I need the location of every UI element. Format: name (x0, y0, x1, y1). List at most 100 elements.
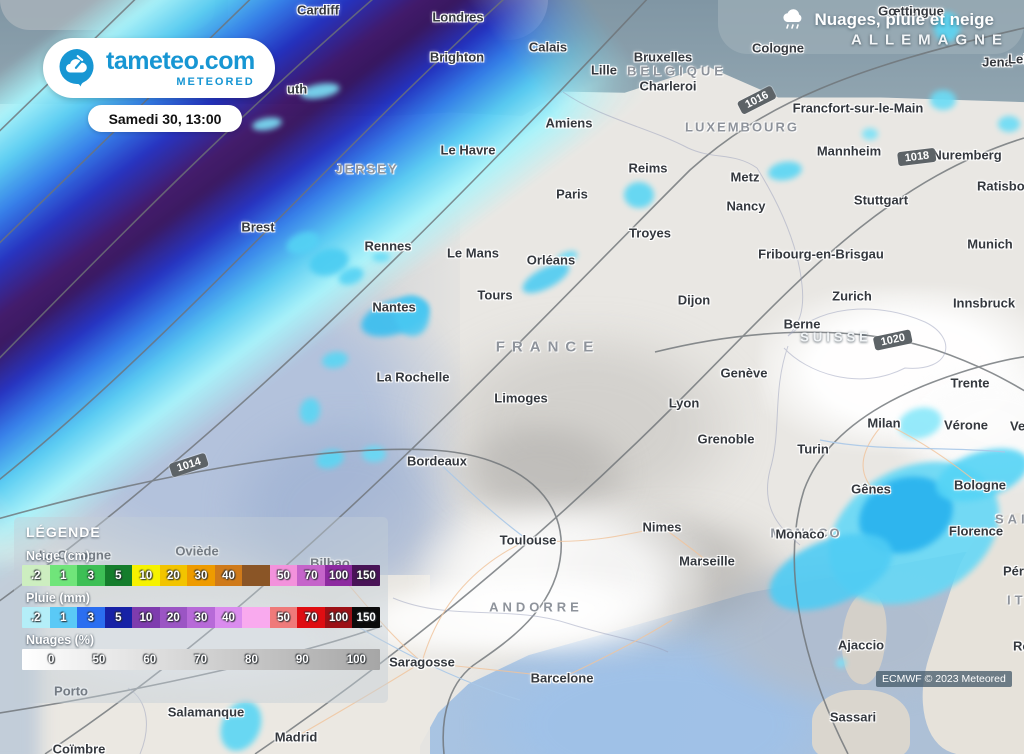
snow-scale-value: 70 (304, 569, 318, 582)
brand-name: tameteo.com (106, 46, 255, 75)
rain-scale-value: 40 (222, 611, 235, 624)
rain-scale-segment: 1 (49, 607, 78, 628)
city-label: Sassari (829, 709, 877, 725)
sea-mediterranean (420, 548, 1024, 754)
rain-scale-segment (242, 607, 270, 628)
city-label: Charleroi (639, 78, 697, 94)
snow-scale-value: .2 (30, 569, 41, 582)
land-england-west (0, 0, 215, 30)
rain-scale-segment: 3 (77, 607, 105, 628)
precip-patch (299, 80, 341, 102)
edge-label-italie: ITALIE (1007, 592, 1024, 608)
city-label: Le Mans (446, 245, 500, 261)
map-layer-header: Nuages, pluie et neige (781, 9, 994, 31)
precip-patch (862, 128, 878, 140)
precip-patch (758, 517, 904, 627)
snow-scale: .2 1 3 5 10 20 30 40 50 70 100 150 (22, 565, 380, 586)
city-label: Innsbruck (952, 295, 1016, 311)
city-label: Paris (556, 186, 588, 202)
rain-scale-value: 70 (304, 611, 318, 624)
city-label: Munich (967, 236, 1013, 252)
edge-label-ratisbonne: Ratisbonne (977, 178, 1024, 194)
city-label: Calais (528, 39, 568, 55)
city-label: Cardiff (297, 2, 339, 18)
city-label: Madrid (274, 729, 318, 745)
city-label: Limoges (494, 390, 548, 406)
city-label: Toulouse (499, 532, 557, 548)
city-label: Amiens (545, 115, 593, 131)
datetime-badge[interactable]: Samedi 30, 13:00 (88, 105, 242, 132)
rain-scale-value: 10 (139, 611, 153, 624)
precip-patch (930, 90, 956, 110)
snow-scale-value: 150 (356, 569, 376, 582)
brand-logo[interactable]: tameteo.com METEORED (43, 38, 275, 98)
snow-scale-value: 50 (277, 569, 290, 582)
city-label: Florence (948, 523, 1004, 539)
precip-patch (624, 182, 654, 208)
city-label: Milan (867, 415, 901, 431)
precip-patch (554, 248, 580, 266)
rain-scale-value: 1 (60, 611, 67, 624)
snow-scale-value: 40 (222, 569, 235, 582)
rain-scale-segment: 10 (132, 607, 160, 628)
city-label: Monaco (775, 526, 825, 542)
city-label: Metz (730, 169, 760, 185)
edge-label-rome: Rome (1013, 638, 1024, 654)
rain-scale-segment: 50 (269, 607, 298, 628)
rain-scale-value: 50 (277, 611, 290, 624)
precip-patch (362, 446, 386, 462)
rain-scale-segment: 70 (297, 607, 325, 628)
datetime-label: Samedi 30, 13:00 (108, 110, 222, 127)
precip-patch (320, 349, 350, 371)
city-label: Trente (950, 375, 990, 391)
city-label: Nantes (372, 299, 416, 315)
city-label: Lille (590, 62, 618, 78)
snow-scale-value: 1 (60, 569, 67, 582)
cloud-scale-value: 50 (92, 653, 106, 666)
precip-patch (356, 290, 434, 344)
rain-scale-value: 20 (167, 611, 180, 624)
city-label: Dijon (677, 292, 711, 308)
precip-patch (393, 294, 431, 338)
snow-scale-value: 30 (194, 569, 208, 582)
country-label: LUXEMBOURG (685, 119, 799, 135)
legend-rain-label: Pluie (mm) (26, 591, 90, 605)
city-label: Tours (477, 287, 513, 303)
city-label: Ajaccio (837, 637, 885, 653)
rain-scale-segment: .2 (22, 607, 50, 628)
city-label: Lyon (668, 395, 700, 411)
precip-patch (894, 402, 946, 444)
snow-scale-segment: 40 (214, 565, 243, 586)
snow-scale-segment: 70 (297, 565, 325, 586)
legend-panel: LÉGENDE Neige (cm) .2 1 3 5 10 20 30 40 50 70 100 1… (14, 517, 388, 703)
precip-patch (372, 252, 390, 262)
rain-scale-value: 100 (329, 611, 349, 624)
precip-patch (314, 446, 346, 472)
precip-patch (297, 396, 323, 426)
country-label: ALLEMAGNE (851, 31, 1009, 49)
rain-scale-segment: 30 (187, 607, 215, 628)
city-label: Fribourg-en-Brisgau (758, 246, 884, 262)
precip-patch (212, 694, 270, 754)
snow-scale-segment: 5 (104, 565, 133, 586)
city-label: Turin (797, 441, 829, 457)
country-label: SUISSE (800, 329, 872, 345)
city-label: Cologne (752, 40, 804, 56)
cloud-scale-value: 0 (48, 653, 55, 666)
city-label: Marseille (679, 553, 735, 569)
snow-scale-segment: 1 (49, 565, 78, 586)
isobar-value-badge: 1014 (168, 452, 210, 478)
city-label: Nuremberg (932, 147, 1002, 163)
snow-scale-segment: 10 (132, 565, 160, 586)
attribution-badge: ECMWF © 2023 Meteored (876, 671, 1012, 687)
city-label: Jena (982, 54, 1012, 70)
snow-scale-value: 20 (167, 569, 180, 582)
rain-scale: .2 1 3 5 10 20 30 40 50 70 100 150 (22, 607, 380, 628)
rain-scale-segment: 5 (104, 607, 133, 628)
edge-label-saint-marin: SAINT-MARIN (995, 511, 1024, 527)
city-label: Zurich (832, 288, 872, 304)
city-label: Barcelone (530, 670, 594, 686)
rain-scale-segment: 150 (352, 607, 380, 628)
country-label: MONACO (770, 525, 842, 541)
